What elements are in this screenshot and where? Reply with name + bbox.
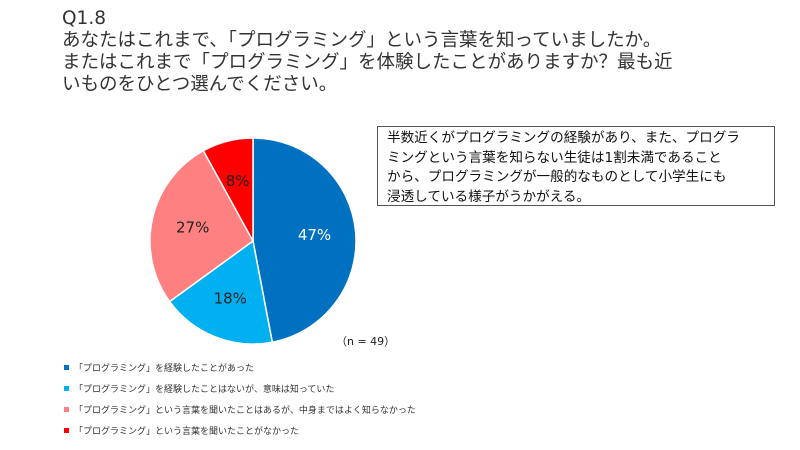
data-label: 27%	[176, 219, 209, 237]
data-label: 47%	[298, 226, 331, 244]
commentary-box: 半数近くがプログラミングの経験があり、また、プログラ ミングという言葉を知らない…	[377, 126, 775, 206]
legend-label: 「プログラミング」を経験したことがあった	[74, 364, 255, 374]
data-label: 18%	[214, 289, 247, 307]
legend-item-heard-only: 「プログラミング」という言葉を聞いたことはあるが、中身まではよく知らなかった	[64, 399, 416, 420]
question-line-3: いものをひとつ選んでください。	[62, 74, 338, 95]
legend-swatch	[64, 428, 69, 433]
pie-slice-knew-meaning	[168, 239, 274, 345]
chart-legend: 「プログラミング」を経験したことがあった 「プログラミング」を経験したことはない…	[64, 357, 416, 441]
sample-size-label: （n = 49）	[336, 335, 396, 348]
legend-swatch	[64, 407, 69, 412]
legend-label: 「プログラミング」という言葉を聞いたことはあるが、中身まではよく知らなかった	[74, 406, 416, 416]
legend-item-never-heard: 「プログラミング」という言葉を聞いたことがなかった	[64, 420, 416, 441]
pie-slice-never-heard	[202, 137, 254, 242]
question-line-1: あなたはこれまで、「プログラミング」という言葉を知っていましたか。	[62, 30, 662, 51]
commentary-line-2: ミングという言葉を知らない生徒は1割未満であること	[387, 149, 722, 166]
question-line-2: またはこれまで「プログラミング」を体験したことがありますか？最も近	[62, 52, 673, 73]
commentary-line-4: 浸透している様子がうかがえる。	[387, 188, 591, 205]
legend-item-experienced: 「プログラミング」を経験したことがあった	[64, 357, 416, 378]
commentary-line-3: から、プログラミングが一般的なものとして小学生にも	[387, 169, 727, 185]
legend-swatch	[64, 386, 69, 391]
question-title: Q1.8 あなたはこれまで、「プログラミング」という言葉を知っていましたか。 ま…	[62, 8, 762, 96]
pie-slice-experienced	[252, 137, 357, 344]
legend-label: 「プログラミング」という言葉を聞いたことがなかった	[74, 427, 300, 437]
data-label: 8%	[226, 172, 250, 190]
legend-item-knew-meaning: 「プログラミング」を経験したことはないが、意味は知っていた	[64, 378, 416, 399]
pie-slice-heard-only	[149, 149, 254, 303]
legend-swatch	[64, 365, 69, 370]
commentary-line-1: 半数近くがプログラミングの経験があり、また、プログラ	[387, 130, 740, 146]
legend-label: 「プログラミング」を経験したことはないが、意味は知っていた	[74, 385, 335, 395]
question-number: Q1.8	[62, 8, 106, 29]
